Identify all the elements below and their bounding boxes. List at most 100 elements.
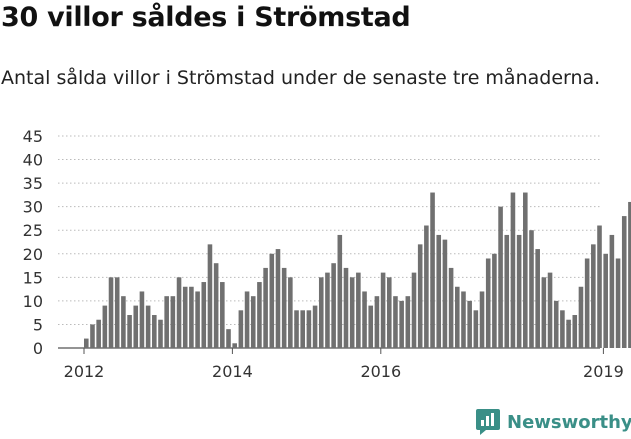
bar — [510, 192, 516, 348]
bar — [349, 277, 355, 348]
bar — [213, 263, 219, 348]
bar — [158, 319, 163, 348]
y-tick-label: 30 — [23, 198, 43, 217]
y-tick-label: 35 — [23, 174, 43, 193]
bar — [362, 291, 367, 348]
bar — [263, 267, 268, 348]
bar — [621, 216, 627, 348]
bar — [195, 291, 200, 348]
bar — [90, 324, 95, 348]
bar — [603, 253, 608, 348]
bar — [170, 296, 176, 348]
bar — [498, 206, 503, 348]
bar — [504, 234, 510, 348]
bar — [133, 305, 139, 348]
x-tick-label: 2012 — [64, 362, 105, 381]
bar — [207, 244, 213, 348]
bar — [306, 310, 312, 348]
bar — [226, 329, 231, 348]
bar — [461, 291, 466, 348]
bar — [566, 319, 571, 348]
bar — [535, 249, 540, 348]
bar — [424, 225, 429, 348]
newsworthy-brand[interactable]: Newsworthy — [475, 407, 631, 437]
bar — [393, 296, 398, 348]
bar — [560, 310, 565, 348]
chart-title: 30 villor såldes i Strömstad — [1, 2, 411, 33]
bar — [300, 310, 305, 348]
y-tick-label: 40 — [23, 151, 43, 170]
bar — [114, 277, 120, 348]
bar — [294, 310, 299, 348]
chart-subtitle: Antal sålda villor i Strömstad under de … — [1, 67, 601, 89]
bar — [201, 282, 207, 348]
bar — [220, 282, 225, 348]
bar — [523, 192, 528, 348]
bar — [257, 282, 262, 348]
y-tick-label: 45 — [23, 127, 43, 146]
bar — [84, 338, 89, 348]
bar — [121, 296, 126, 348]
bar — [96, 319, 101, 348]
y-tick-label: 10 — [23, 292, 43, 311]
bar — [529, 230, 534, 348]
bar — [356, 272, 361, 348]
bar — [176, 277, 182, 348]
brand-name: Newsworthy — [507, 411, 631, 433]
bar — [269, 253, 275, 348]
bar — [250, 296, 256, 348]
bar — [436, 234, 442, 348]
bar — [281, 267, 287, 348]
bar — [615, 258, 621, 348]
bar — [325, 272, 330, 348]
bar — [516, 234, 522, 348]
bar — [473, 310, 479, 348]
bar — [238, 310, 244, 348]
bar — [368, 305, 374, 348]
bar — [108, 277, 114, 348]
bar — [337, 234, 343, 348]
x-tick-label: 2014 — [212, 362, 253, 381]
bar — [312, 305, 318, 348]
bar — [232, 343, 237, 348]
x-tick-label: 2019 — [583, 362, 624, 381]
y-tick-label: 25 — [23, 221, 43, 240]
bar — [578, 286, 584, 348]
bar — [145, 305, 151, 348]
bar — [182, 286, 188, 348]
bar — [331, 263, 336, 348]
bar — [628, 201, 631, 348]
bar — [405, 296, 411, 348]
bar — [609, 234, 615, 348]
bar — [467, 300, 472, 348]
bar — [152, 315, 157, 348]
bar — [318, 277, 324, 348]
bar — [275, 249, 281, 348]
bar — [547, 272, 553, 348]
x-tick-label: 2016 — [360, 362, 401, 381]
bar — [485, 258, 491, 348]
bar — [597, 225, 602, 348]
bar — [591, 244, 596, 348]
bar — [102, 305, 108, 348]
bar — [164, 296, 169, 348]
newsworthy-logo-icon — [476, 409, 500, 435]
bar — [127, 315, 132, 348]
bar — [399, 300, 404, 348]
bar — [541, 277, 547, 348]
bar — [386, 277, 392, 348]
bar — [492, 253, 497, 348]
bar — [572, 315, 578, 348]
bar — [244, 291, 250, 348]
y-tick-label: 15 — [23, 268, 43, 287]
bar — [343, 267, 349, 348]
bar — [584, 258, 590, 348]
bar — [380, 272, 386, 348]
y-tick-label: 5 — [33, 315, 43, 334]
bar — [430, 192, 435, 348]
y-tick-label: 20 — [23, 245, 43, 264]
bar — [374, 296, 380, 348]
bar — [139, 291, 145, 348]
bar — [479, 291, 485, 348]
bar — [417, 244, 423, 348]
